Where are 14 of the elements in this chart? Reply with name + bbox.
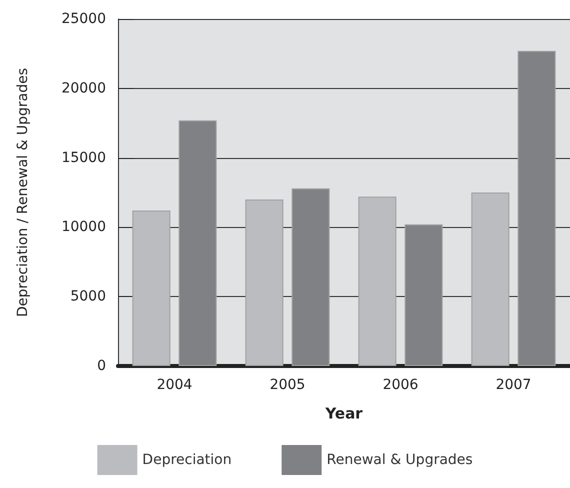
y-tick-label: 0: [97, 358, 106, 374]
legend-label: Depreciation: [142, 452, 232, 468]
x-tick-label: 2006: [382, 377, 418, 393]
y-tick-label: 25000: [61, 11, 106, 27]
y-tick-label: 20000: [61, 80, 106, 96]
y-tick-label: 15000: [61, 150, 106, 166]
y-axis-title: Depreciation / Renewal & Upgrades: [15, 68, 31, 318]
x-tick-label: 2007: [496, 377, 532, 393]
x-tick-label: 2005: [270, 377, 306, 393]
legend-label: Renewal & Upgrades: [326, 452, 473, 468]
x-axis-title: Year: [324, 404, 364, 422]
y-tick-label: 5000: [70, 288, 106, 305]
y-tick-label: 10000: [61, 219, 106, 236]
x-tick-label: 2004: [156, 377, 192, 393]
